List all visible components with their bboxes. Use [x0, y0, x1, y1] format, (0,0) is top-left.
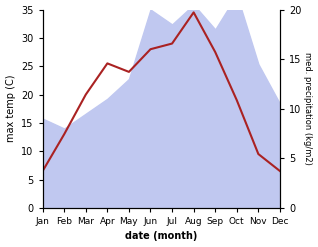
Y-axis label: med. precipitation (kg/m2): med. precipitation (kg/m2) [303, 52, 313, 165]
Y-axis label: max temp (C): max temp (C) [5, 75, 16, 143]
X-axis label: date (month): date (month) [125, 231, 197, 242]
